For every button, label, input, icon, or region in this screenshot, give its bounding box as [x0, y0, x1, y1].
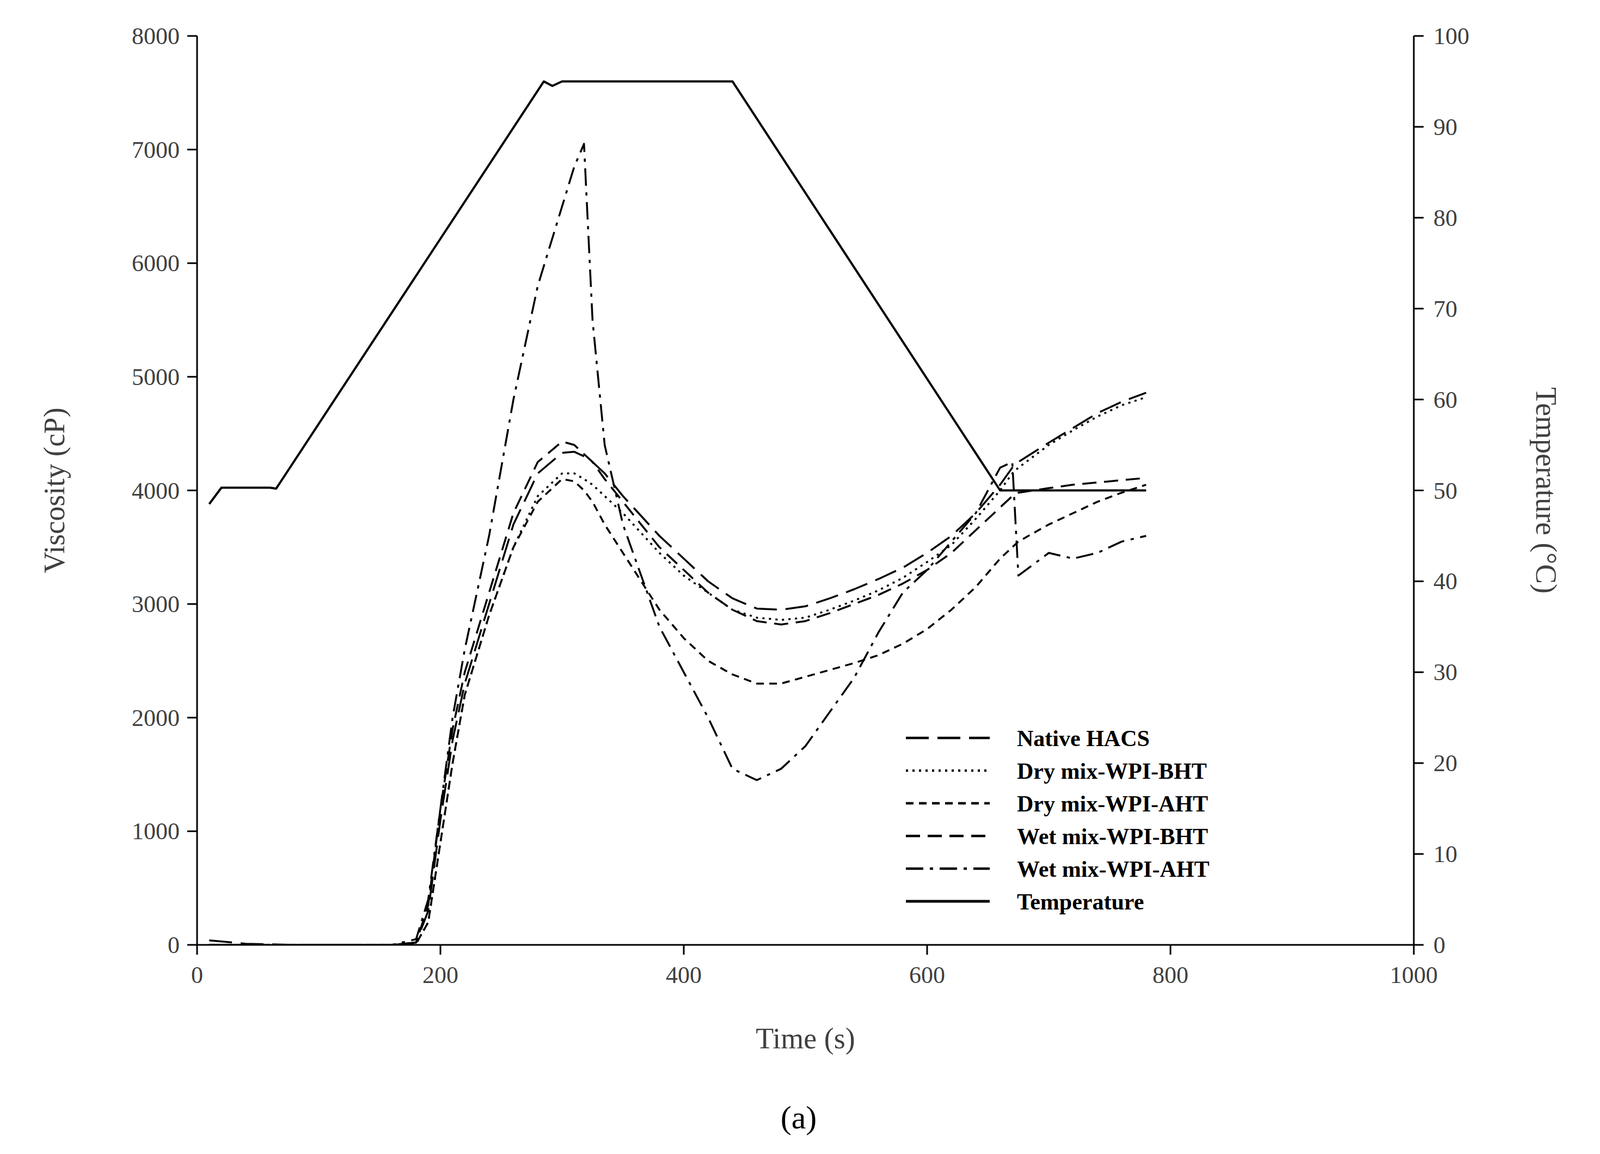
x-axis-title: Time (s) [755, 1021, 856, 1055]
series-line [209, 392, 1146, 945]
y2-tick-label: 40 [1433, 567, 1458, 595]
x-tick [1413, 944, 1415, 955]
series-line [209, 479, 1146, 945]
legend-swatch [905, 801, 990, 805]
caption: (a) [780, 1099, 818, 1136]
y2-tick-label: 100 [1433, 22, 1470, 50]
y-tick-label: 4000 [131, 477, 180, 505]
legend-swatch [905, 899, 990, 903]
y2-tick-label: 0 [1433, 931, 1446, 959]
y-tick-label: 5000 [131, 363, 180, 391]
y2-tick-label: 20 [1433, 749, 1458, 777]
y-tick [187, 375, 198, 378]
x-tick-label: 600 [909, 961, 946, 989]
y-tick [187, 489, 198, 492]
axes: 0200400600800100001000200030004000500060… [38, 22, 1563, 1055]
y-tick-label: 8000 [131, 22, 180, 50]
legend-swatch [905, 867, 990, 870]
y2-tick-label: 80 [1433, 204, 1458, 232]
legend-label: Wet mix-WPI-AHT [1016, 856, 1210, 882]
y-tick-label: 2000 [131, 704, 180, 732]
x-tick [1169, 944, 1172, 955]
y2-tick [1413, 943, 1424, 946]
series-line [209, 81, 1146, 504]
legend-label: Native HACS [1016, 725, 1150, 751]
y2-tick-label: 90 [1433, 113, 1458, 141]
y2-tick [1413, 671, 1424, 673]
y-tick [187, 943, 198, 946]
y-tick [187, 262, 198, 265]
x-tick-label: 1000 [1389, 961, 1438, 989]
legend-label: Dry mix-WPI-AHT [1016, 791, 1209, 817]
x-tick [196, 944, 199, 955]
y-tick-label: 7000 [131, 136, 180, 164]
y2-tick [1413, 125, 1424, 128]
plot-area [209, 81, 1146, 945]
y-tick-label: 0 [167, 931, 180, 959]
y2-tick-label: 30 [1433, 658, 1458, 686]
background [0, 0, 1600, 1154]
y-tick [187, 830, 198, 832]
x-tick [439, 944, 442, 955]
y2-tick-label: 70 [1433, 295, 1458, 323]
legend-label: Temperature [1016, 889, 1144, 915]
series-line [209, 396, 1146, 945]
y2-tick [1413, 489, 1424, 492]
legend-swatch [905, 736, 990, 740]
y-tick [187, 35, 198, 38]
chart: 0200400600800100001000200030004000500060… [0, 0, 1600, 1154]
y-tick [187, 716, 198, 719]
legend-label: Wet mix-WPI-BHT [1016, 823, 1209, 849]
y-tick [187, 148, 198, 151]
x-tick [683, 944, 685, 955]
x-tick-label: 800 [1152, 961, 1189, 989]
y-tick [187, 603, 198, 605]
x-tick-label: 0 [191, 961, 204, 989]
legend: Native HACS Dry mix-WPI-BHT Dry mix-WPI-AH… [905, 725, 1210, 915]
x-tick-label: 200 [422, 961, 459, 989]
y2-tick [1413, 307, 1424, 310]
y2-tick [1413, 853, 1424, 855]
x-tick-label: 400 [665, 961, 702, 989]
y-axis-title: Viscosity (cP) [38, 407, 71, 573]
y2-tick [1413, 762, 1424, 764]
legend-swatch [905, 834, 990, 838]
series-line [209, 441, 1146, 945]
series-line [209, 143, 1146, 945]
y2-tick-label: 10 [1433, 840, 1458, 868]
y2-tick [1413, 216, 1424, 219]
y-tick-label: 3000 [131, 590, 180, 618]
y2-tick [1413, 35, 1424, 38]
x-tick [926, 944, 929, 955]
y-tick-label: 1000 [131, 817, 180, 845]
legend-label: Dry mix-WPI-BHT [1016, 758, 1207, 784]
y2-tick [1413, 398, 1424, 401]
legend-swatch [905, 769, 990, 772]
y2-tick [1413, 580, 1424, 582]
y-tick-label: 6000 [131, 249, 180, 277]
y2-axis-title: Temperature (°C) [1529, 387, 1563, 594]
y2-tick-label: 50 [1433, 477, 1458, 505]
y2-tick-label: 60 [1433, 386, 1458, 414]
